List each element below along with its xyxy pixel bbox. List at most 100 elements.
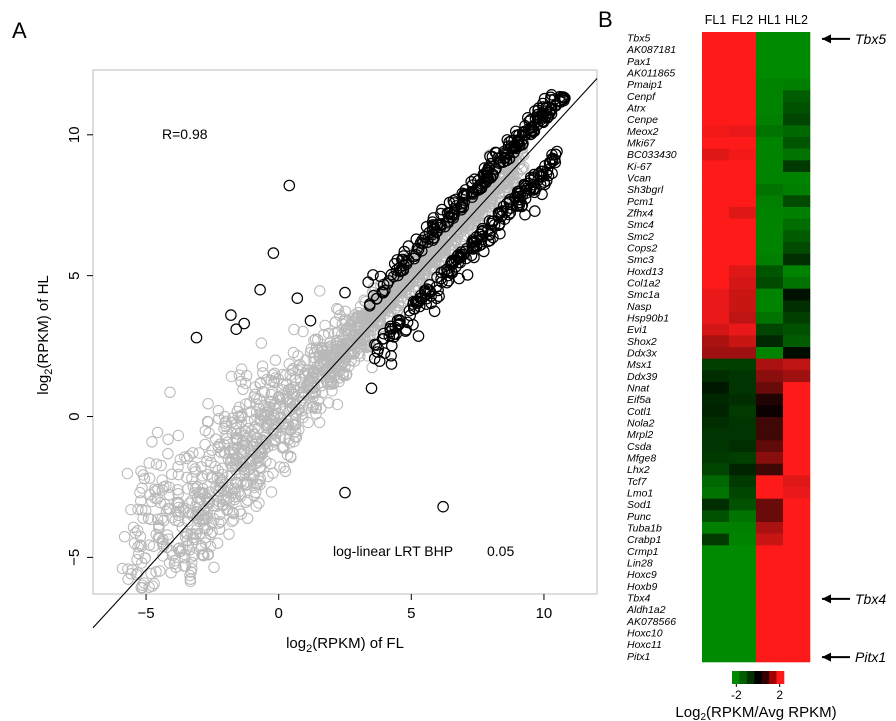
point-nonsignificant [279,465,292,477]
heatmap-cell [783,312,811,324]
point-nonsignificant [206,526,218,538]
heatmap-cell [729,568,757,581]
point-nonsignificant [224,496,236,508]
heatmap-cell [729,113,757,126]
heatmap-cell [729,312,757,324]
point-significant-outlier [339,486,351,499]
heatmap-cell [783,440,811,453]
point-nonsignificant [276,384,289,396]
point-nonsignificant [297,325,309,338]
heatmap-row-label: Hsp90b1 [627,313,669,325]
heatmap-cell [729,137,757,149]
heatmap-row-label: Ki-67 [627,161,653,173]
heatmap-cell [702,382,730,394]
heatmap-cell [729,358,757,371]
heatmap-cell [756,440,784,453]
point-significant [393,313,406,326]
point-nonsignificant [209,460,221,473]
heatmap-cell [756,370,784,383]
point-significant [410,295,422,308]
point-nonsignificant [186,563,198,575]
heatmap-cell [783,102,811,114]
point-nonsignificant [515,164,528,176]
heatmap-row-label: Punc [627,511,652,523]
point-nonsignificant [288,381,300,394]
heatmap-row-label: Mfge8 [627,453,656,465]
point-nonsignificant [163,557,176,569]
heatmap-cell [756,568,784,581]
heatmap-cell [783,533,811,546]
point-nonsignificant [239,429,251,442]
point-nonsignificant [225,370,238,383]
point-nonsignificant [238,464,251,476]
heatmap-cell [729,393,757,406]
point-nonsignificant [191,496,203,508]
point-nonsignificant [370,327,382,339]
heatmap-row-label: Cenpe [627,114,658,126]
point-nonsignificant [233,369,246,381]
point-nonsignificant [286,396,299,409]
heatmap-cell [729,627,757,639]
point-nonsignificant [303,375,315,387]
callout-arrow-head [822,34,831,44]
heatmap-cell [729,183,757,196]
y-axis: −5 0 5 10 [66,126,93,566]
point-nonsignificant [132,525,144,537]
heatmap-cell [756,463,784,476]
point-significant-outlier [304,314,317,327]
point-significant [537,116,550,129]
point-nonsignificant [172,461,184,473]
heatmap-row-label: AK011865 [626,68,675,80]
point-nonsignificant [169,514,182,526]
point-nonsignificant [184,569,196,582]
heatmap-cell [756,323,784,336]
heatmap-cell [702,498,730,511]
point-nonsignificant [125,568,137,580]
heatmap-cell [756,242,784,254]
heatmap-column-headers: FL1 FL2 HL1 HL2 [705,13,808,27]
heatmap-cell [783,335,811,348]
heatmap-row-label: Tcf7 [627,476,648,488]
point-nonsignificant [150,528,162,541]
point-nonsignificant [152,513,164,525]
point-significant [481,169,493,182]
point-significant [363,299,376,312]
heatmap-row-label: Meox2 [627,126,659,138]
heatmap-cell [783,195,811,208]
point-significant [420,292,433,305]
heatmap-cell [783,160,811,173]
heatmap-cell [702,300,730,313]
heatmap-cell [756,615,784,628]
point-significant [438,265,450,277]
heatmap-cell [729,323,757,336]
point-nonsignificant [185,528,197,540]
point-nonsignificant [198,519,210,531]
heatmap-cell [702,557,730,569]
heatmap-cell [729,265,757,278]
point-significant [483,162,495,175]
heatmap-cell [702,32,730,44]
heatmap-cell [783,300,811,313]
point-significant [394,265,406,278]
point-nonsignificant [302,402,314,414]
point-nonsignificant [184,575,197,588]
heatmap-cells [702,32,811,663]
point-nonsignificant [395,283,407,295]
point-nonsignificant [189,466,201,478]
point-nonsignificant [181,471,193,484]
point-nonsignificant [287,388,299,400]
heatmap-cell [702,113,730,126]
point-nonsignificant [325,340,337,352]
point-nonsignificant [311,344,324,357]
heatmap-cell [783,78,811,91]
point-significant [376,333,389,345]
point-nonsignificant [151,493,164,505]
point-nonsignificant [226,461,238,473]
heatmap-row-label: Col1a2 [627,278,660,290]
point-nonsignificant [146,495,158,508]
heatmap-cell [729,195,757,208]
heatmap-cell [729,638,757,651]
heatmap-cell [756,195,784,208]
point-significant [362,276,374,288]
heatmap-cell [756,638,784,651]
